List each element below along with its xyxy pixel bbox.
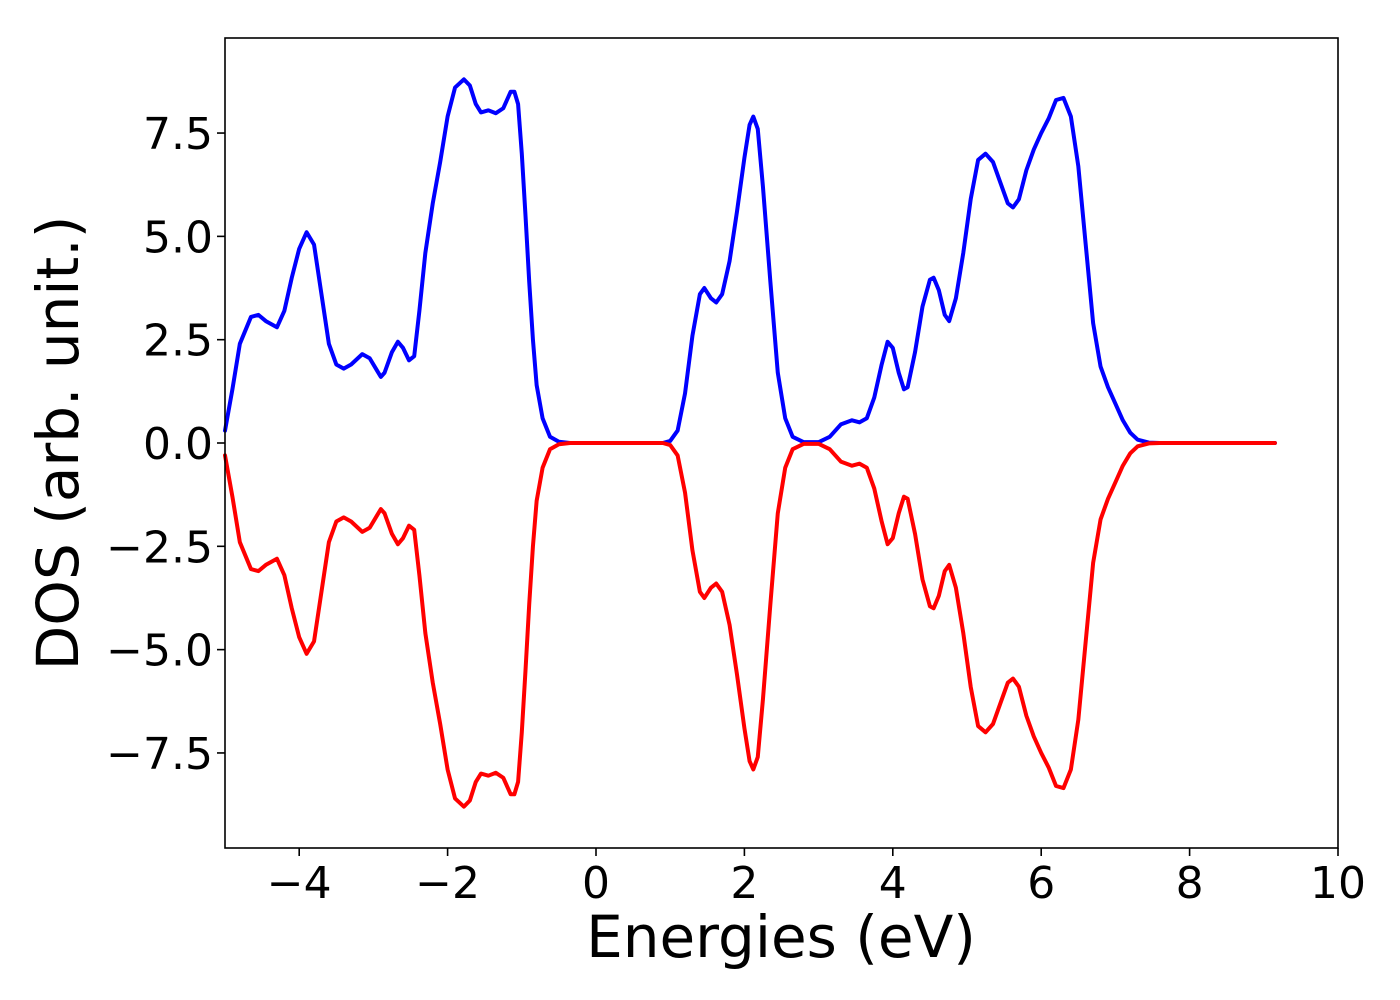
y-tick-label: −5.0 [106,626,213,677]
x-axis-title: Energies (eV) [586,903,976,971]
y-tick-label: 5.0 [143,212,213,263]
y-tick-label: −2.5 [106,522,213,573]
x-tick-label: 4 [879,858,907,909]
y-axis: −7.5 −5.0 −2.5 0.0 2.5 5.0 7.5 [106,109,225,780]
x-axis: −4 −2 0 2 4 6 8 10 [267,848,1366,909]
y-axis-title: DOS (arb. unit.) [24,216,92,671]
x-tick-label: 6 [1027,858,1055,909]
x-tick-label: 0 [582,858,610,909]
x-tick-label: 10 [1310,858,1366,909]
y-tick-label: 2.5 [143,316,213,367]
y-tick-label: 0.0 [143,419,213,470]
x-tick-label: 2 [730,858,758,909]
x-tick-label: −4 [267,858,332,909]
y-tick-label: −7.5 [106,729,213,780]
x-tick-label: 8 [1176,858,1204,909]
series-line-1 [223,77,1277,445]
series-line-2 [223,441,1277,809]
x-tick-label: −2 [415,858,480,909]
y-tick-label: 7.5 [143,109,213,160]
series-layer [223,77,1277,809]
